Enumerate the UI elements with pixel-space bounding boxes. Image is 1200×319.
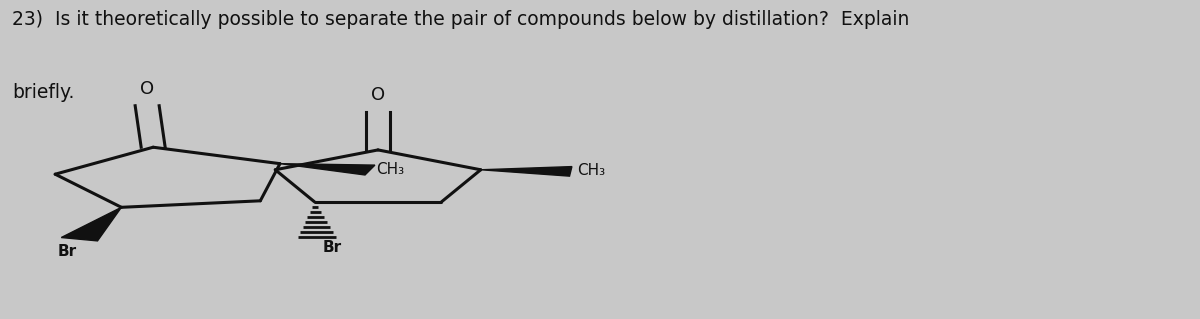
Text: 23)  Is it theoretically possible to separate the pair of compounds below by dis: 23) Is it theoretically possible to sepa…	[12, 10, 910, 29]
Text: Br: Br	[58, 244, 77, 259]
Text: CH₃: CH₃	[577, 163, 605, 178]
Text: O: O	[371, 86, 385, 104]
Text: CH₃: CH₃	[376, 162, 404, 177]
Text: Br: Br	[323, 240, 342, 255]
Polygon shape	[61, 207, 121, 241]
Text: O: O	[140, 80, 155, 98]
Text: briefly.: briefly.	[12, 83, 74, 102]
Polygon shape	[481, 167, 572, 176]
Polygon shape	[280, 164, 374, 175]
